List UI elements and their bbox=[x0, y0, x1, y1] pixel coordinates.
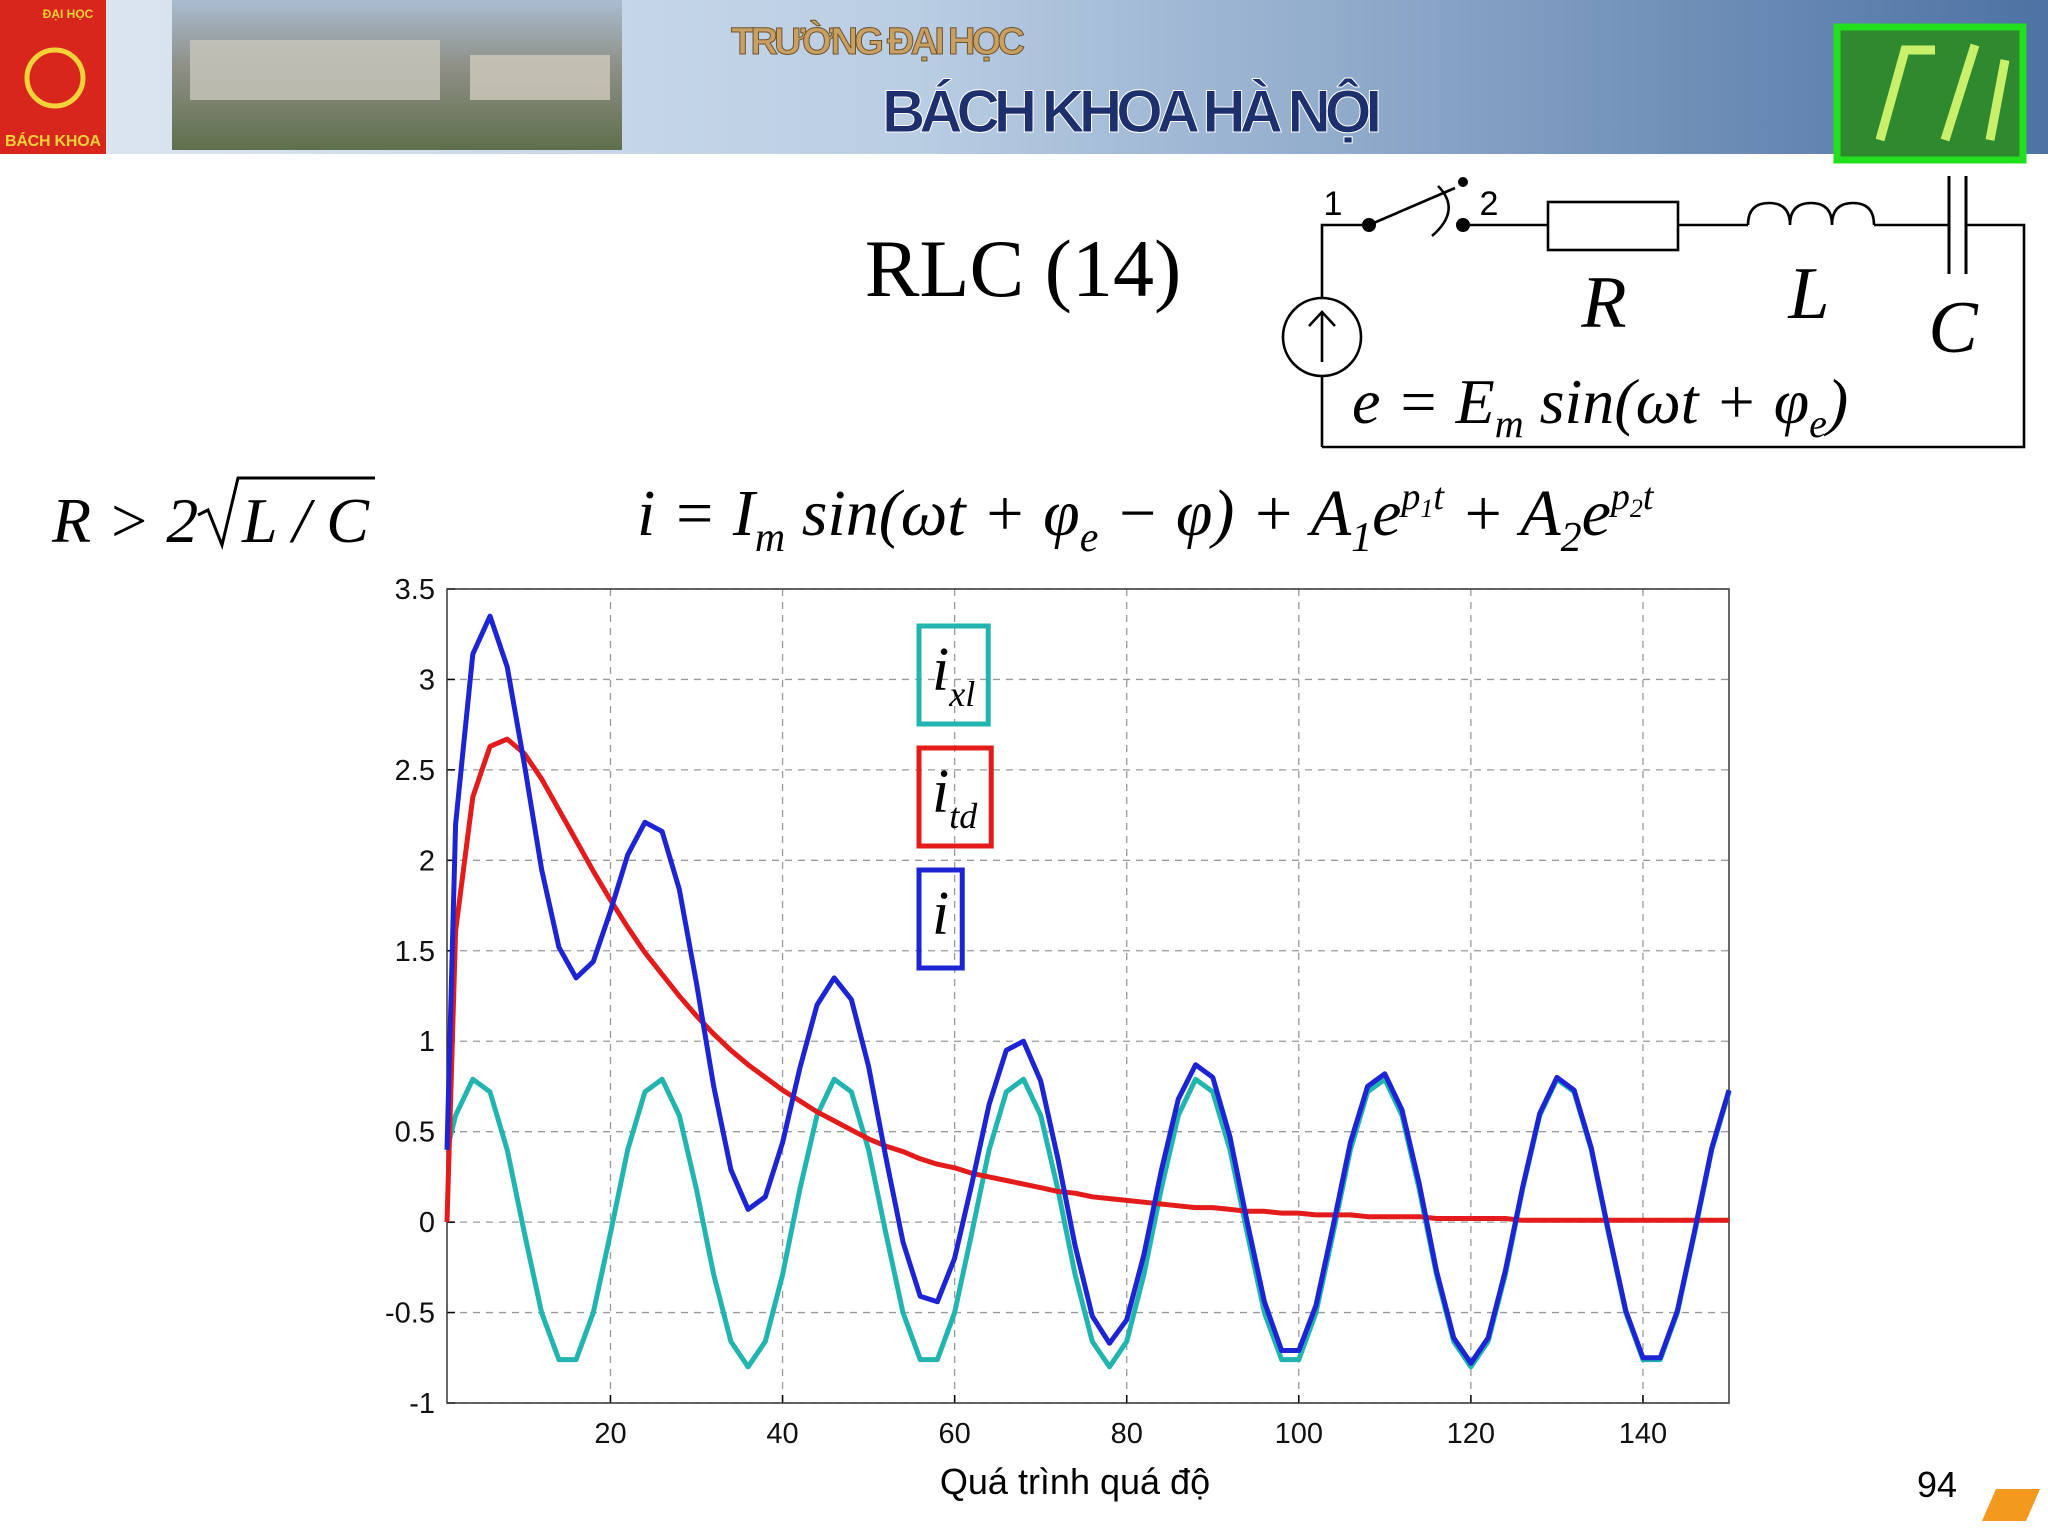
formula-sup: p bbox=[1398, 476, 1420, 518]
formula-sub: m bbox=[1495, 401, 1524, 446]
source-formula: e = Em sin(ωt + φe) bbox=[1352, 366, 1848, 446]
logo-top-text: ĐẠI HỌC bbox=[43, 7, 94, 21]
source-arrow bbox=[1308, 310, 1336, 362]
inductor bbox=[1746, 201, 1876, 226]
legend-label-sub: td bbox=[949, 796, 978, 836]
y-tick-label: 3.5 bbox=[395, 574, 435, 606]
y-tick-label: 0 bbox=[419, 1207, 435, 1239]
photo-building bbox=[190, 40, 440, 100]
switch-blade bbox=[1368, 186, 1456, 227]
formula-part: − φ) + A bbox=[1098, 477, 1351, 550]
plot-border bbox=[446, 588, 1730, 1404]
formula-part: i = I bbox=[637, 477, 758, 550]
x-tick-label: 20 bbox=[594, 1418, 626, 1450]
slide-title: RLC (14) bbox=[865, 223, 1182, 314]
legend-label: ixl bbox=[932, 636, 975, 714]
x-tick-label: 140 bbox=[1619, 1418, 1667, 1450]
page-number: 94 bbox=[1917, 1464, 1957, 1505]
y-tick-label: -0.5 bbox=[385, 1298, 435, 1330]
x-tick-label: 40 bbox=[766, 1418, 798, 1450]
condition-radicand: L / C bbox=[241, 485, 370, 556]
formula-sub: m bbox=[755, 515, 785, 561]
x-tick-label: 100 bbox=[1275, 1418, 1323, 1450]
current-formula: i = Im sin(ωt + φe − φ) + A1ep1t + A2ep2… bbox=[637, 476, 1655, 561]
photo-building bbox=[470, 55, 610, 100]
logo-bottom-text: BÁCH KHOA bbox=[5, 131, 101, 150]
formula-part: e = E bbox=[1352, 366, 1495, 437]
x-axis-label: Quá trình quá độ bbox=[940, 1461, 1210, 1502]
formula-sup-sub: 1 bbox=[1420, 494, 1433, 523]
x-tick-label: 120 bbox=[1447, 1418, 1495, 1450]
node-label: 2 bbox=[1480, 185, 1499, 223]
plot-area bbox=[447, 589, 1729, 1403]
legend-box bbox=[916, 867, 965, 971]
y-tick-label: 2.5 bbox=[395, 755, 435, 787]
switch-arrow bbox=[1431, 185, 1450, 237]
legend-label-main: i bbox=[932, 758, 949, 826]
circuit: 1 2 R L C e = Em sin(ωt + φe) bbox=[1281, 176, 2026, 449]
legend-label-main: i bbox=[932, 636, 949, 704]
school-logo bbox=[0, 0, 106, 154]
y-tick-label: 1.5 bbox=[395, 936, 435, 968]
switch-contact bbox=[1458, 177, 1468, 187]
capacitor-label: C bbox=[1928, 287, 1979, 369]
formula-sub: 1 bbox=[1351, 515, 1372, 561]
node-label: 1 bbox=[1324, 185, 1343, 223]
formula-sup: t bbox=[1433, 476, 1445, 518]
condition-left: R > 2 bbox=[51, 485, 198, 556]
faculty-logo-mark bbox=[1875, 43, 2010, 142]
circuit-wire bbox=[1320, 223, 2026, 449]
radical-sign bbox=[197, 476, 375, 550]
legend-label-main: i bbox=[932, 880, 949, 948]
school-line-2: BÁCH KHOA HÀ NỘI bbox=[882, 78, 1382, 145]
formula-part: sin(ωt + φ bbox=[785, 477, 1080, 550]
formula-part: ) bbox=[1823, 366, 1848, 437]
x-tick-label: 80 bbox=[1111, 1418, 1143, 1450]
formula-sup-sub: 2 bbox=[1630, 494, 1643, 523]
formula-sub: 2 bbox=[1561, 515, 1582, 561]
legend-label: itd bbox=[932, 758, 978, 836]
inductor-label: L bbox=[1787, 253, 1829, 335]
school-line-1: TRƯỜNG ĐẠI HỌC bbox=[731, 19, 1025, 63]
formula-sup: p bbox=[1608, 476, 1630, 518]
legend-box bbox=[916, 745, 994, 849]
legend-label-sub: xl bbox=[948, 674, 975, 714]
y-tick-label: -1 bbox=[409, 1388, 435, 1420]
resistor-label: R bbox=[1580, 262, 1626, 344]
formula-sub: e bbox=[1809, 401, 1827, 446]
series-line bbox=[444, 613, 1732, 1366]
logo-gear bbox=[24, 47, 86, 109]
formula-sub: e bbox=[1080, 515, 1099, 561]
legend-label: i bbox=[932, 880, 949, 948]
formula-sup: t bbox=[1643, 476, 1655, 518]
y-tick-label: 1 bbox=[419, 1026, 435, 1058]
corner-mark bbox=[1982, 1489, 2040, 1521]
legend-box bbox=[916, 623, 991, 727]
formula-part: e bbox=[1582, 477, 1611, 550]
formula-part: sin(ωt + φ bbox=[1524, 366, 1810, 437]
y-tick-label: 2 bbox=[419, 845, 435, 877]
formula-part: + A bbox=[1444, 477, 1561, 550]
switch-contact bbox=[1456, 218, 1470, 232]
resistor bbox=[1546, 200, 1680, 252]
y-tick-label: 3 bbox=[419, 664, 435, 696]
y-tick-label: 0.5 bbox=[395, 1117, 435, 1149]
x-tick-label: 60 bbox=[939, 1418, 971, 1450]
formula-part: e bbox=[1372, 477, 1401, 550]
